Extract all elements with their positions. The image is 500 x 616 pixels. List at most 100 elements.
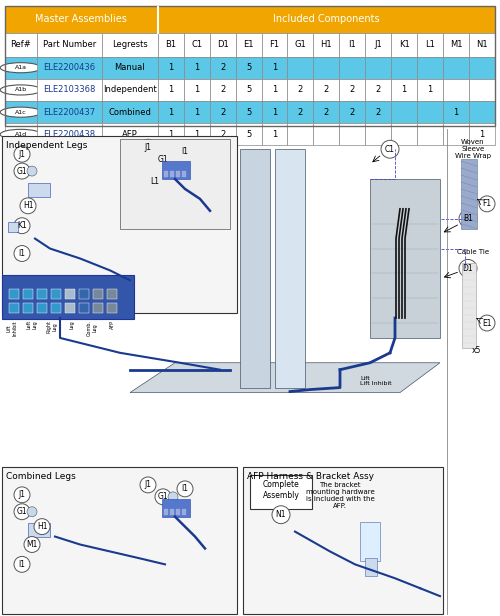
Bar [182, 509, 186, 515]
FancyBboxPatch shape [5, 123, 36, 145]
FancyBboxPatch shape [417, 33, 443, 57]
Text: M1: M1 [450, 40, 462, 49]
FancyBboxPatch shape [2, 275, 134, 319]
Text: L1: L1 [425, 40, 435, 49]
Bar [9, 303, 19, 313]
Text: Included Components: Included Components [273, 14, 380, 25]
FancyBboxPatch shape [236, 79, 262, 101]
FancyBboxPatch shape [210, 123, 236, 145]
Text: 5: 5 [246, 86, 251, 94]
Text: F1: F1 [270, 40, 280, 49]
Text: ELE2200438: ELE2200438 [43, 130, 96, 139]
Circle shape [167, 154, 177, 164]
Text: K1: K1 [399, 40, 409, 49]
FancyBboxPatch shape [391, 123, 417, 145]
FancyBboxPatch shape [340, 57, 365, 79]
Circle shape [140, 139, 156, 155]
Text: The bracket
mounting hardware
is included with the
AFP.: The bracket mounting hardware is include… [306, 482, 374, 509]
FancyBboxPatch shape [366, 79, 391, 101]
Circle shape [34, 519, 50, 535]
Circle shape [27, 166, 37, 176]
Bar [51, 290, 61, 299]
Text: B1: B1 [463, 214, 473, 223]
FancyBboxPatch shape [314, 79, 340, 101]
FancyBboxPatch shape [158, 79, 184, 101]
FancyBboxPatch shape [5, 33, 36, 57]
FancyBboxPatch shape [314, 33, 340, 57]
Text: ELE2103368: ELE2103368 [43, 86, 96, 94]
FancyBboxPatch shape [366, 57, 391, 79]
Text: K1: K1 [17, 221, 27, 230]
Circle shape [0, 85, 42, 95]
Circle shape [0, 129, 42, 139]
Bar [28, 183, 50, 197]
Text: G1: G1 [158, 155, 168, 164]
FancyBboxPatch shape [36, 123, 102, 145]
Text: 2: 2 [220, 130, 225, 139]
Text: N1: N1 [276, 510, 286, 519]
FancyBboxPatch shape [391, 79, 417, 101]
Circle shape [155, 151, 171, 167]
FancyBboxPatch shape [102, 101, 158, 123]
Circle shape [0, 107, 42, 117]
Circle shape [14, 504, 30, 520]
Text: 1: 1 [194, 108, 200, 116]
Text: 5: 5 [246, 108, 251, 116]
FancyBboxPatch shape [469, 79, 495, 101]
Bar [65, 303, 75, 313]
Bar [176, 509, 180, 515]
Text: 1: 1 [272, 108, 277, 116]
FancyBboxPatch shape [288, 33, 314, 57]
FancyBboxPatch shape [391, 33, 417, 57]
FancyBboxPatch shape [158, 6, 495, 33]
FancyBboxPatch shape [262, 79, 287, 101]
Text: 1: 1 [194, 63, 200, 72]
Text: A1a: A1a [15, 65, 27, 70]
Circle shape [155, 489, 171, 505]
Text: 2: 2 [220, 86, 225, 94]
Bar [365, 558, 377, 577]
Bar [360, 522, 380, 561]
Text: G1: G1 [16, 507, 28, 516]
Bar [37, 303, 47, 313]
Polygon shape [240, 149, 270, 387]
Text: J1: J1 [144, 480, 152, 489]
Text: 2: 2 [220, 63, 225, 72]
Text: D1: D1 [462, 264, 473, 273]
Bar [23, 290, 33, 299]
FancyBboxPatch shape [236, 57, 262, 79]
Text: 2: 2 [298, 108, 303, 116]
FancyBboxPatch shape [391, 101, 417, 123]
FancyBboxPatch shape [262, 123, 287, 145]
Text: Right
Leg: Right Leg [46, 320, 58, 333]
Text: D1: D1 [216, 40, 228, 49]
FancyBboxPatch shape [417, 101, 443, 123]
FancyBboxPatch shape [236, 101, 262, 123]
Text: Comb.
Leg: Comb. Leg [86, 320, 98, 336]
Text: Combined: Combined [108, 108, 152, 116]
Text: Legrests: Legrests [112, 40, 148, 49]
Text: Manual: Manual [114, 63, 145, 72]
Text: 1: 1 [454, 108, 458, 116]
Text: 2: 2 [324, 86, 329, 94]
Text: 2: 2 [324, 108, 329, 116]
Text: Independent Legs: Independent Legs [6, 141, 87, 150]
Text: 5: 5 [246, 63, 251, 72]
Circle shape [14, 246, 30, 261]
Text: Combined Legs: Combined Legs [6, 472, 76, 481]
FancyBboxPatch shape [443, 101, 469, 123]
Text: E1: E1 [244, 40, 254, 49]
Text: 1: 1 [194, 130, 200, 139]
FancyBboxPatch shape [443, 79, 469, 101]
Bar [462, 264, 476, 348]
Text: Lift
Lift Inhibit: Lift Lift Inhibit [360, 376, 392, 386]
Circle shape [140, 477, 156, 493]
FancyBboxPatch shape [340, 33, 365, 57]
FancyBboxPatch shape [340, 101, 365, 123]
Text: 1: 1 [480, 130, 484, 139]
Circle shape [459, 259, 477, 277]
FancyBboxPatch shape [469, 33, 495, 57]
Circle shape [177, 144, 193, 159]
FancyBboxPatch shape [36, 101, 102, 123]
Text: C1: C1 [385, 145, 395, 154]
